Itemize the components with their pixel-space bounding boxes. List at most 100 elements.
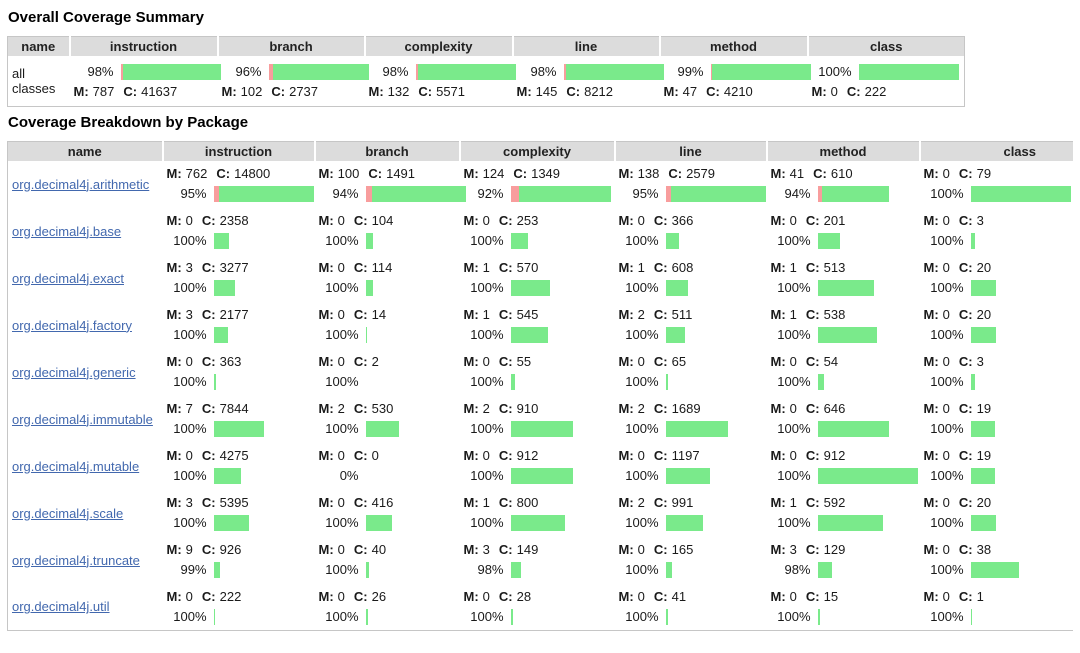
covered-label: C: (805, 401, 820, 417)
package-name-cell: org.decimal4j.base (8, 208, 163, 255)
missed-value: 0 (637, 542, 645, 558)
package-link[interactable]: org.decimal4j.truncate (12, 552, 140, 568)
missed-covered-line: M: 7 C: 7844 (163, 399, 315, 418)
missed-label: M: (618, 448, 634, 464)
package-link[interactable]: org.decimal4j.base (12, 223, 122, 239)
column-header-complexity: complexity (459, 141, 616, 161)
missed-label: M: (463, 213, 479, 229)
missed-covered-line: M: 0 C: 20 (920, 258, 1074, 277)
coverage-percent: 95% (632, 185, 659, 201)
missed-covered-line: M: 1 C: 570 (460, 258, 615, 277)
metric-cell-line: M: 0 C: 1197 100% (615, 443, 767, 490)
missed-covered-line: M: 0 C: 222 (808, 82, 965, 101)
coverage-bar (213, 279, 235, 296)
coverage-bar (510, 561, 521, 578)
metric-cell-branch: M: 0 C: 2 100% (315, 349, 460, 396)
column-header-line: line (512, 36, 661, 56)
missed-covered-line: M: 47 C: 4210 (660, 82, 808, 101)
missed-value: 0 (942, 588, 950, 604)
missed-value: 2 (637, 307, 645, 323)
missed-bar-segment (120, 63, 123, 80)
metric-cell-method: M: 0 C: 15 100% (767, 584, 920, 631)
package-link[interactable]: org.decimal4j.factory (12, 317, 132, 333)
column-header-branch: branch (217, 36, 366, 56)
covered-label: C: (653, 588, 668, 604)
missed-value: 0 (337, 588, 345, 604)
missed-covered-line: M: 1 C: 513 (767, 258, 920, 277)
covered-value: 79 (976, 166, 992, 182)
covered-bar-segment (670, 185, 766, 202)
package-name-cell: org.decimal4j.exact (8, 255, 163, 302)
coverage-bar (817, 467, 918, 484)
covered-label: C: (201, 448, 216, 464)
missed-value: 3 (482, 542, 490, 558)
covered-bar-segment (970, 467, 995, 484)
covered-label: C: (653, 260, 668, 276)
missed-covered-line: M: 3 C: 5395 (163, 493, 315, 512)
coverage-bar-line: 96% (218, 61, 369, 82)
covered-value: 545 (516, 307, 539, 323)
missed-covered-line: M: 0 C: 3 (920, 211, 1074, 230)
missed-label: M: (923, 354, 939, 370)
coverage-bar-line: 100% (315, 230, 460, 251)
package-link[interactable]: org.decimal4j.exact (12, 270, 124, 286)
coverage-bar-line: 100% (163, 324, 315, 345)
coverage-percent: 100% (625, 561, 659, 577)
covered-value: 165 (671, 542, 694, 558)
covered-label: C: (353, 354, 368, 370)
coverage-bar-line: 100% (315, 559, 460, 580)
coverage-bar (510, 467, 573, 484)
metric-cell-line: M: 1 C: 608 100% (615, 255, 767, 302)
package-link[interactable]: org.decimal4j.immutable (12, 411, 153, 427)
covered-value: 38 (976, 542, 992, 558)
missed-label: M: (318, 448, 334, 464)
covered-bar-segment (122, 63, 221, 80)
missed-covered-line: M: 100 C: 1491 (315, 164, 460, 183)
missed-label: M: (166, 588, 182, 604)
covered-label: C: (498, 448, 513, 464)
coverage-bar (858, 63, 959, 80)
package-link[interactable]: org.decimal4j.util (12, 599, 110, 615)
coverage-bar (665, 514, 703, 531)
missed-label: M: (318, 307, 334, 323)
package-link[interactable]: org.decimal4j.scale (12, 505, 124, 521)
missed-covered-line: M: 0 C: 26 (315, 587, 460, 606)
missed-value: 7 (185, 401, 193, 417)
missed-value: 0 (337, 448, 345, 464)
covered-bar-segment (365, 420, 399, 437)
coverage-percent: 100% (777, 420, 811, 436)
covered-bar-segment (213, 514, 249, 531)
package-link[interactable]: org.decimal4j.generic (12, 364, 136, 380)
missed-covered-line: M: 1 C: 608 (615, 258, 767, 277)
covered-label: C: (353, 588, 368, 604)
missed-covered-line: M: 9 C: 926 (163, 540, 315, 559)
missed-covered-line: M: 145 C: 8212 (513, 82, 660, 101)
covered-bar-segment (213, 279, 235, 296)
coverage-bar (665, 232, 679, 249)
covered-value: 530 (371, 401, 394, 417)
coverage-percent: 100% (777, 608, 811, 624)
column-header-name: name (7, 36, 71, 56)
covered-label: C: (958, 307, 973, 323)
missed-bar-segment (665, 185, 671, 202)
coverage-bar (365, 279, 373, 296)
covered-label: C: (805, 542, 820, 558)
covered-label: C: (653, 307, 668, 323)
missed-value: 0 (482, 354, 490, 370)
metric-cell-complexity: M: 0 C: 55 100% (460, 349, 615, 396)
metric-cell-method: M: 41 C: 610 94% (767, 161, 920, 208)
covered-bar-segment (665, 420, 728, 437)
coverage-percent: 94% (332, 185, 359, 201)
package-link[interactable]: org.decimal4j.mutable (12, 458, 140, 474)
missed-covered-line: M: 0 C: 40 (315, 540, 460, 559)
coverage-bar (710, 63, 811, 80)
covered-value: 1689 (671, 401, 701, 417)
missed-value: 0 (482, 213, 490, 229)
covered-label: C: (498, 213, 513, 229)
missed-covered-line: M: 0 C: 15 (767, 587, 920, 606)
package-link[interactable]: org.decimal4j.arithmetic (12, 176, 150, 192)
coverage-percent: 100% (470, 467, 504, 483)
metric-cell-instruction: M: 3 C: 2177 100% (163, 302, 315, 349)
covered-bar-segment (565, 63, 664, 80)
missed-covered-line: M: 2 C: 991 (615, 493, 767, 512)
